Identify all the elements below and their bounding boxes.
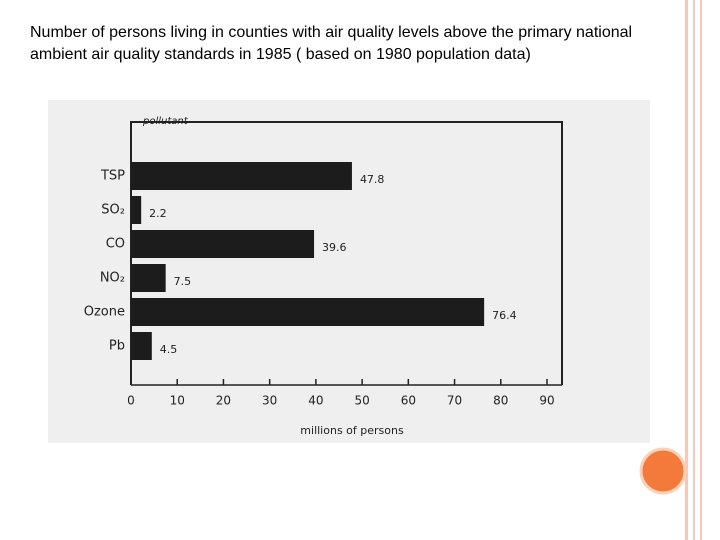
bar: [131, 230, 315, 258]
x-tick-label: 10: [170, 394, 185, 408]
data-label: 2.2: [149, 207, 167, 220]
y-tick-label: Pb: [109, 339, 125, 354]
y-tick-label: SO₂: [101, 203, 125, 218]
y-tick-label: Ozone: [84, 305, 125, 320]
y-tick-label: TSP: [100, 169, 125, 184]
data-label: 76.4: [492, 309, 517, 322]
x-tick-label: 30: [262, 394, 277, 408]
decor-stripe: [693, 0, 695, 540]
decor-stripe: [685, 0, 688, 540]
bar: [131, 298, 485, 326]
x-tick-label: 70: [447, 394, 462, 408]
x-axis-label: millions of persons: [300, 424, 404, 437]
data-label: 7.5: [174, 275, 192, 288]
y-axis-label: pollutant: [142, 116, 189, 127]
decor-circle: [639, 447, 687, 495]
data-label: 4.5: [160, 343, 178, 356]
bar: [131, 332, 152, 360]
bar: [131, 196, 142, 224]
bar: [131, 264, 166, 292]
x-tick-label: 20: [216, 394, 231, 408]
x-tick-label: 60: [401, 394, 416, 408]
decor-stripe: [700, 0, 702, 540]
data-label: 39.6: [322, 241, 347, 254]
y-tick-label: CO: [106, 237, 125, 252]
x-tick-label: 50: [354, 394, 369, 408]
x-tick-label: 0: [127, 394, 135, 408]
x-tick-label: 80: [493, 394, 508, 408]
x-tick-label: 90: [539, 394, 554, 408]
y-tick-label: NO₂: [100, 271, 125, 286]
bar: [131, 162, 352, 190]
x-tick-label: 40: [308, 394, 323, 408]
data-label: 47.8: [360, 173, 385, 186]
slide-title: Number of persons living in counties wit…: [30, 24, 633, 63]
